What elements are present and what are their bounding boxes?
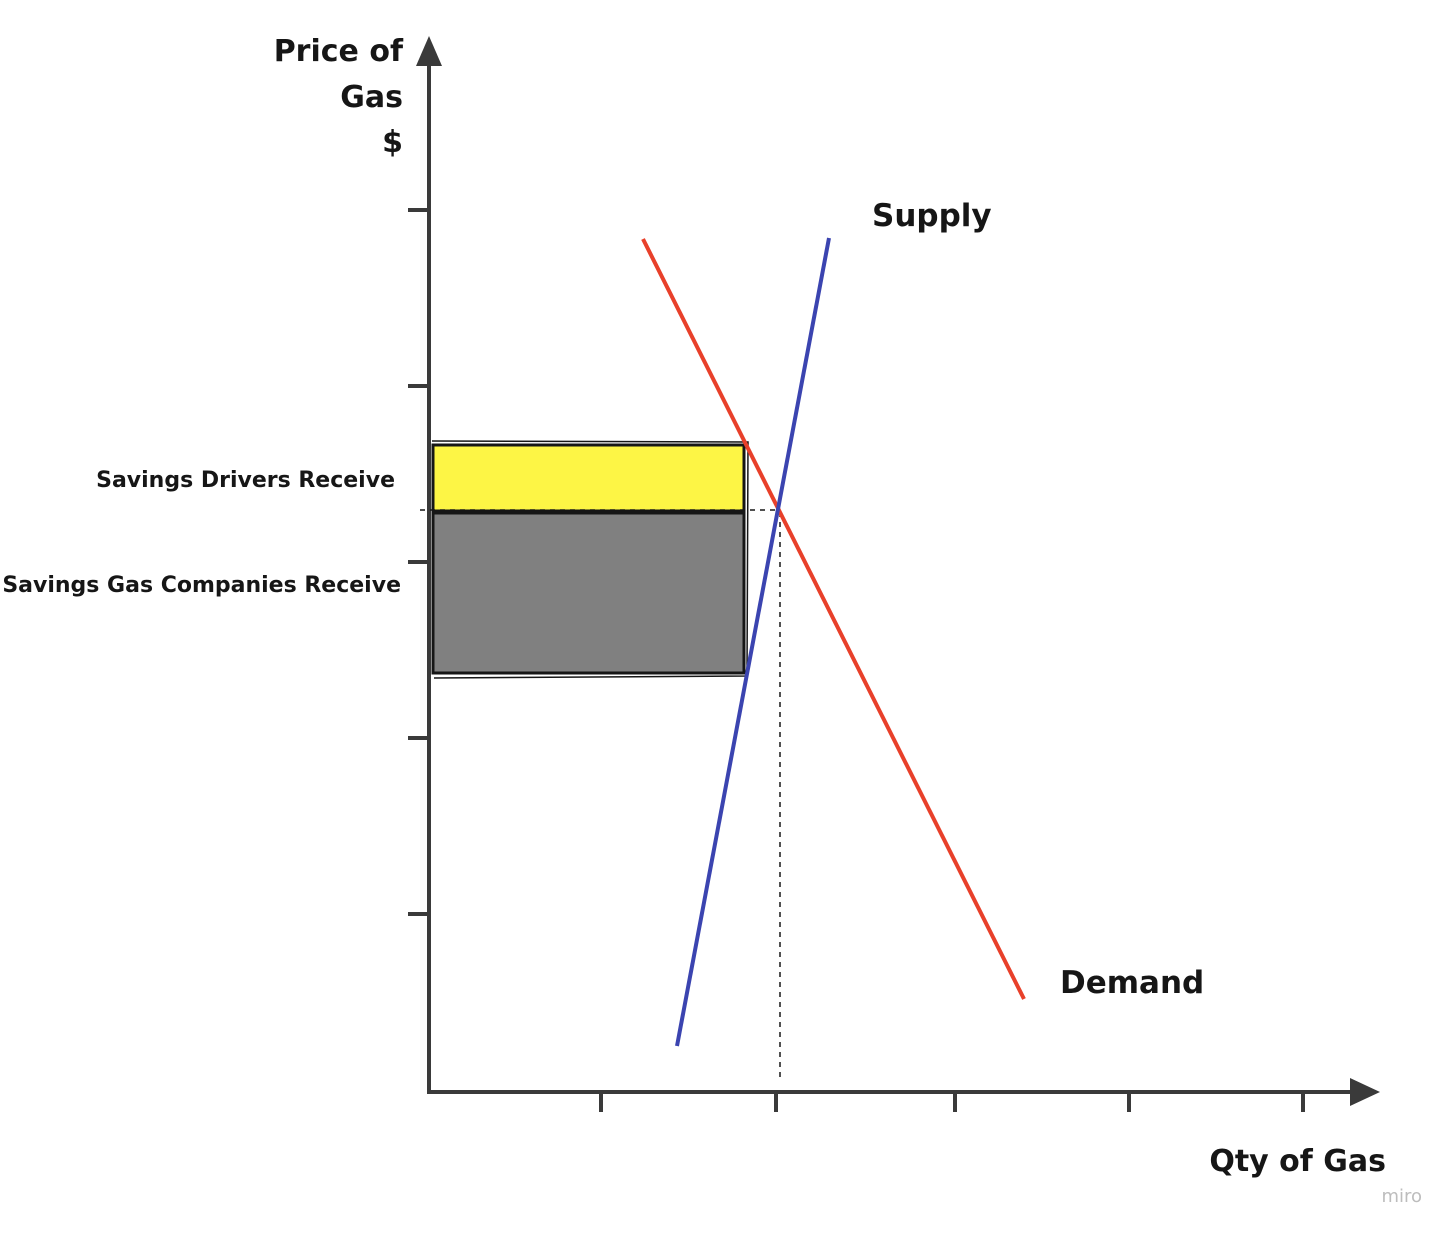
y-axis-arrow <box>416 36 442 66</box>
drivers-savings-area <box>431 443 746 513</box>
companies-savings-area <box>431 511 746 675</box>
companies-savings-label: Savings Gas Companies Receive <box>2 573 401 598</box>
x-axis-title: Qty of Gas <box>1209 1144 1386 1179</box>
y-axis-title-line-1: Price of <box>274 34 404 69</box>
area-outline-echo <box>431 440 749 679</box>
demand-curve <box>641 238 1026 1000</box>
supply-label: Supply <box>872 198 992 234</box>
x-axis-arrow <box>1350 1078 1380 1106</box>
demand-label: Demand <box>1060 965 1204 1001</box>
y-axis-title-line-3: $ <box>382 125 403 160</box>
miro-watermark: miro <box>1381 1186 1422 1207</box>
drivers-savings-label: Savings Drivers Receive <box>96 468 395 493</box>
supply-curve <box>675 237 831 1047</box>
y-axis-title-line-2: Gas <box>340 80 403 115</box>
